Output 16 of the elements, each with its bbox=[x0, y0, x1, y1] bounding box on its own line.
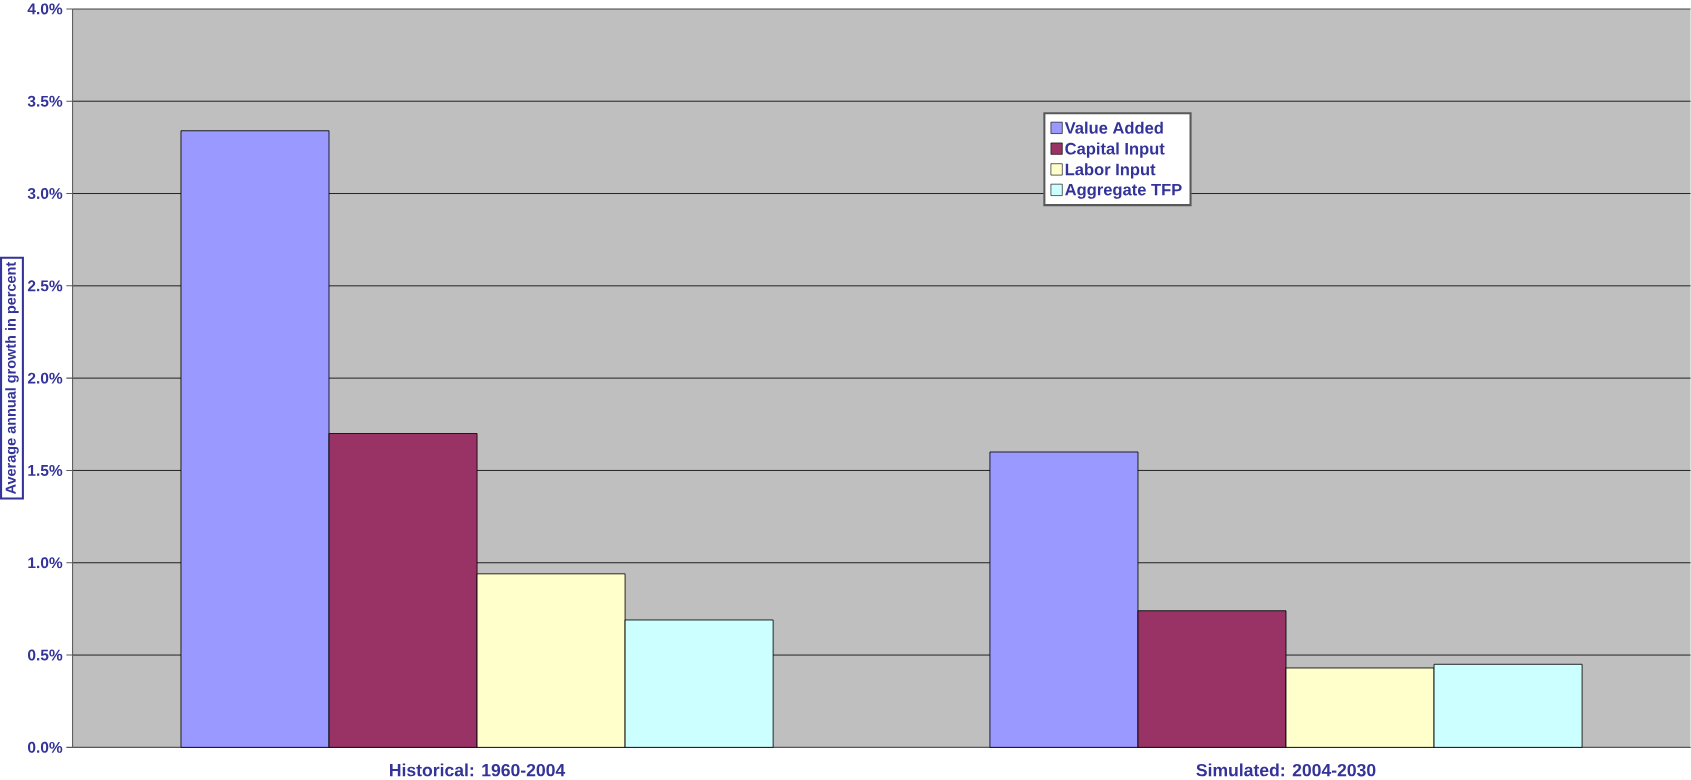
y-tick-label: 0.5% bbox=[27, 649, 63, 661]
y-tick-label: 2.5% bbox=[27, 280, 63, 292]
x-tick-label: Historical: 1960-2004 bbox=[390, 763, 566, 777]
legend-label: Value Added bbox=[1064, 121, 1163, 134]
y-tick-label: 0.0% bbox=[27, 741, 63, 753]
y-tick-label: 1.0% bbox=[28, 557, 63, 569]
y-tick-label: 1.5% bbox=[28, 465, 63, 476]
legend-label: Labor Input bbox=[1065, 163, 1156, 179]
y-tick-label: 3.0% bbox=[27, 188, 63, 200]
y-tick-label: 2.0% bbox=[27, 372, 63, 384]
legend-label: Aggregate TFP bbox=[1065, 184, 1182, 199]
legend-label: Capital Input bbox=[1065, 142, 1165, 158]
y-axis-title: Average annual growth in percent bbox=[5, 262, 19, 495]
x-tick-label: Simulated: 2004-2030 bbox=[1196, 763, 1376, 777]
y-tick-label: 3.5% bbox=[27, 95, 63, 107]
y-tick-label: 4.0% bbox=[27, 3, 63, 15]
